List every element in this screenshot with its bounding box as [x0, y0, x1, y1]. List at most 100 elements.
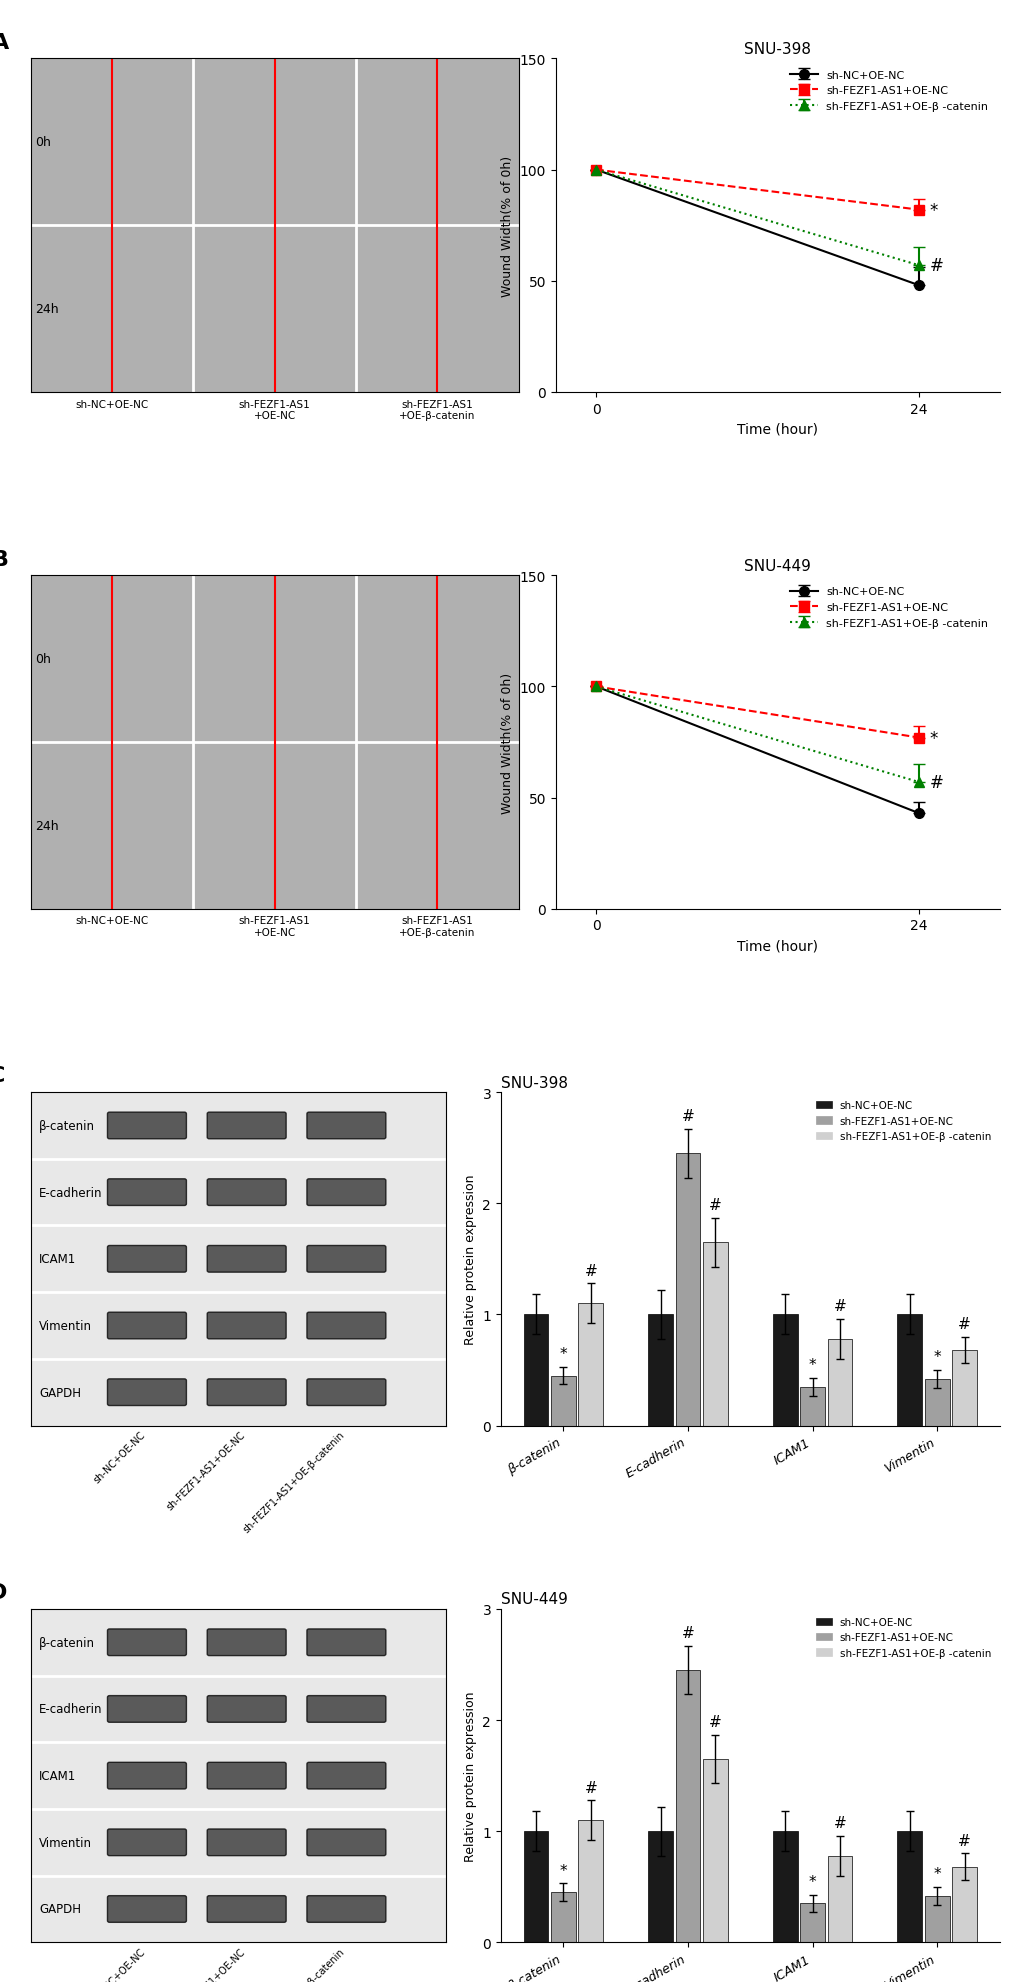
FancyBboxPatch shape [307, 1247, 385, 1272]
Text: *: * [559, 1346, 567, 1362]
FancyBboxPatch shape [307, 1895, 385, 1923]
Text: E-cadherin: E-cadherin [39, 1185, 102, 1199]
FancyBboxPatch shape [107, 1112, 186, 1140]
FancyBboxPatch shape [307, 1829, 385, 1855]
Text: sh-FEZF1-AS1+OE-NC: sh-FEZF1-AS1+OE-NC [164, 1429, 247, 1512]
Text: sh-NC+OE-NC: sh-NC+OE-NC [92, 1946, 147, 1982]
Text: ICAM1: ICAM1 [39, 1770, 76, 1782]
FancyBboxPatch shape [107, 1379, 186, 1405]
Text: β-catenin: β-catenin [39, 1120, 95, 1132]
Bar [772, 1314, 797, 1425]
Bar [648, 1831, 673, 1942]
Text: 0h: 0h [36, 137, 51, 149]
FancyBboxPatch shape [107, 1829, 186, 1855]
Bar [952, 1867, 976, 1942]
FancyBboxPatch shape [307, 1179, 385, 1205]
Text: A: A [0, 34, 9, 54]
Text: 24h: 24h [36, 819, 59, 832]
Text: #: # [833, 1816, 846, 1829]
Text: ICAM1: ICAM1 [39, 1253, 76, 1266]
Text: GAPDH: GAPDH [39, 1903, 81, 1915]
FancyBboxPatch shape [107, 1247, 186, 1272]
Bar [702, 1760, 727, 1942]
FancyBboxPatch shape [207, 1112, 286, 1140]
FancyBboxPatch shape [307, 1697, 385, 1722]
Text: sh-FEZF1-AS1+OE-β-catenin: sh-FEZF1-AS1+OE-β-catenin [242, 1946, 346, 1982]
Y-axis label: Wound Width(% of 0h): Wound Width(% of 0h) [500, 672, 514, 813]
Text: SNU-449: SNU-449 [500, 1592, 568, 1607]
Text: E-cadherin: E-cadherin [39, 1703, 102, 1716]
FancyBboxPatch shape [207, 1179, 286, 1205]
Bar [952, 1350, 976, 1425]
Bar [675, 1671, 700, 1942]
Text: *: * [932, 1867, 941, 1881]
FancyBboxPatch shape [307, 1112, 385, 1140]
Text: Vimentin: Vimentin [39, 1835, 92, 1849]
Bar [826, 1340, 852, 1425]
Text: #: # [681, 1625, 694, 1641]
FancyBboxPatch shape [307, 1629, 385, 1655]
FancyBboxPatch shape [307, 1762, 385, 1790]
FancyBboxPatch shape [207, 1829, 286, 1855]
Text: *: * [808, 1358, 815, 1372]
Text: #: # [833, 1298, 846, 1314]
Bar [675, 1154, 700, 1425]
FancyBboxPatch shape [107, 1895, 186, 1923]
Bar [578, 1304, 602, 1425]
FancyBboxPatch shape [207, 1312, 286, 1340]
Text: *: * [559, 1863, 567, 1877]
Bar [523, 1314, 548, 1425]
Legend: sh-NC+OE-NC, sh-FEZF1-AS1+OE-NC, sh-FEZF1-AS1+OE-β -catenin: sh-NC+OE-NC, sh-FEZF1-AS1+OE-NC, sh-FEZF… [812, 1613, 994, 1661]
Y-axis label: Wound Width(% of 0h): Wound Width(% of 0h) [500, 155, 514, 297]
Text: 0h: 0h [36, 652, 51, 666]
Text: Vimentin: Vimentin [39, 1320, 92, 1332]
Text: sh-FEZF1-AS1
+OE-NC: sh-FEZF1-AS1 +OE-NC [238, 916, 310, 937]
X-axis label: Time (hour): Time (hour) [737, 939, 817, 953]
FancyBboxPatch shape [107, 1697, 186, 1722]
Text: sh-NC+OE-NC: sh-NC+OE-NC [75, 400, 149, 410]
Title: SNU-398: SNU-398 [744, 42, 810, 57]
Text: *: * [808, 1875, 815, 1889]
Text: β-catenin: β-catenin [39, 1635, 95, 1649]
Bar [800, 1903, 824, 1942]
Text: sh-NC+OE-NC: sh-NC+OE-NC [92, 1429, 147, 1485]
Bar [924, 1895, 949, 1942]
FancyBboxPatch shape [207, 1629, 286, 1655]
Text: sh-FEZF1-AS1
+OE-β-catenin: sh-FEZF1-AS1 +OE-β-catenin [398, 400, 475, 420]
Bar [826, 1855, 852, 1942]
Text: #: # [708, 1197, 721, 1213]
Text: sh-FEZF1-AS1+OE-β-catenin: sh-FEZF1-AS1+OE-β-catenin [242, 1429, 346, 1534]
Text: *: * [928, 729, 937, 747]
Bar [702, 1243, 727, 1425]
FancyBboxPatch shape [207, 1697, 286, 1722]
Legend: sh-NC+OE-NC, sh-FEZF1-AS1+OE-NC, sh-FEZF1-AS1+OE-β -catenin: sh-NC+OE-NC, sh-FEZF1-AS1+OE-NC, sh-FEZF… [784, 65, 994, 117]
FancyBboxPatch shape [107, 1179, 186, 1205]
Bar [550, 1893, 575, 1942]
Text: #: # [584, 1263, 596, 1278]
Bar [550, 1376, 575, 1425]
Y-axis label: Relative protein expression: Relative protein expression [464, 1691, 476, 1861]
FancyBboxPatch shape [207, 1895, 286, 1923]
FancyBboxPatch shape [307, 1312, 385, 1340]
Text: *: * [928, 202, 937, 220]
Text: #: # [957, 1316, 970, 1332]
Text: #: # [957, 1833, 970, 1847]
FancyBboxPatch shape [107, 1312, 186, 1340]
Bar [648, 1314, 673, 1425]
Text: #: # [928, 258, 943, 275]
Text: #: # [681, 1108, 694, 1124]
Text: #: # [928, 773, 943, 791]
Bar [897, 1831, 921, 1942]
FancyBboxPatch shape [207, 1762, 286, 1790]
Text: D: D [0, 1582, 7, 1601]
Legend: sh-NC+OE-NC, sh-FEZF1-AS1+OE-NC, sh-FEZF1-AS1+OE-β -catenin: sh-NC+OE-NC, sh-FEZF1-AS1+OE-NC, sh-FEZF… [784, 581, 994, 634]
Text: C: C [0, 1066, 5, 1086]
Bar [924, 1379, 949, 1425]
Legend: sh-NC+OE-NC, sh-FEZF1-AS1+OE-NC, sh-FEZF1-AS1+OE-β -catenin: sh-NC+OE-NC, sh-FEZF1-AS1+OE-NC, sh-FEZF… [812, 1098, 994, 1144]
FancyBboxPatch shape [107, 1629, 186, 1655]
X-axis label: Time (hour): Time (hour) [737, 422, 817, 436]
Bar [772, 1831, 797, 1942]
Text: sh-FEZF1-AS1
+OE-NC: sh-FEZF1-AS1 +OE-NC [238, 400, 310, 420]
Text: 24h: 24h [36, 303, 59, 315]
Y-axis label: Relative protein expression: Relative protein expression [464, 1173, 476, 1344]
